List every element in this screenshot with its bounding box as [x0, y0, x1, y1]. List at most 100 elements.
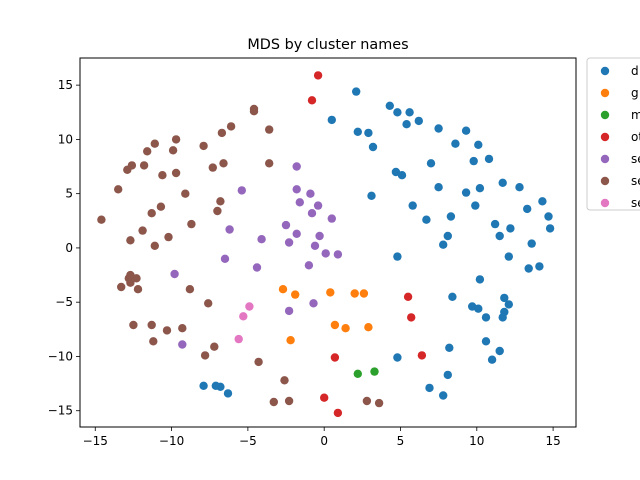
point-s0-17: [422, 215, 431, 224]
series-5: [97, 104, 384, 408]
point-s6-2: [234, 334, 243, 344]
point-s5-42: [149, 337, 158, 346]
point-s4-0: [292, 162, 301, 171]
point-s0-29: [484, 154, 494, 164]
point-s3-2: [403, 292, 413, 301]
point-s5-14: [219, 159, 228, 168]
point-s0-34: [504, 252, 513, 261]
point-s1-1: [291, 290, 300, 299]
point-s5-9: [143, 147, 152, 156]
point-s0-59: [393, 353, 402, 362]
point-s0-3: [364, 128, 373, 138]
x-tick-label: 5: [397, 434, 405, 448]
x-tick-label: 0: [320, 434, 328, 448]
point-s1-2: [326, 288, 335, 297]
point-s5-4: [265, 125, 274, 134]
point-s0-15: [434, 183, 443, 192]
point-s0-62: [211, 381, 220, 390]
point-s0-45: [504, 300, 513, 309]
point-s0-42: [524, 264, 533, 273]
legend-label-5: se: [631, 174, 640, 188]
y-tick-label: 15: [58, 78, 73, 92]
point-s5-38: [129, 320, 138, 330]
point-s0-12: [397, 171, 407, 180]
y-tick-label: −15: [48, 404, 73, 418]
point-s2-1: [370, 367, 379, 376]
point-s0-41: [535, 262, 544, 271]
y-tick-label: −5: [55, 295, 73, 309]
chart-title: MDS by cluster names: [247, 37, 408, 53]
point-s5-3: [217, 128, 227, 138]
legend-label-0: d: [631, 64, 639, 78]
point-s5-5: [199, 141, 208, 151]
point-s5-39: [147, 320, 156, 330]
point-s0-18: [446, 212, 456, 221]
y-tick-label: 0: [65, 241, 73, 255]
point-s0-16: [408, 201, 417, 210]
point-s5-1: [249, 107, 259, 116]
legend-frame: [586, 57, 640, 211]
point-s5-2: [226, 122, 236, 131]
point-s5-26: [138, 226, 147, 235]
point-s5-13: [208, 163, 217, 172]
point-s0-22: [451, 139, 460, 148]
point-s3-1: [307, 96, 317, 105]
point-s5-25: [97, 215, 106, 224]
legend-marker-6: [600, 198, 610, 208]
point-s6-0: [245, 302, 254, 311]
point-s4-20: [170, 269, 179, 279]
point-s5-24: [187, 219, 196, 229]
point-s0-2: [353, 127, 362, 136]
point-s5-49: [362, 396, 372, 406]
point-s0-53: [495, 346, 504, 356]
legend-marker-4: [600, 154, 610, 164]
x-tick-label: 10: [469, 434, 484, 448]
point-s5-27: [164, 232, 173, 242]
legend: dgm ot se se se: [586, 57, 640, 211]
series-1: [278, 285, 373, 345]
point-s3-3: [407, 313, 416, 322]
point-s0-60: [223, 389, 233, 398]
point-s4-9: [310, 241, 320, 250]
point-s5-47: [269, 397, 278, 407]
point-s0-36: [523, 204, 532, 214]
point-s4-8: [284, 238, 294, 247]
plot-frame: [79, 57, 577, 428]
point-s0-28: [475, 184, 485, 193]
point-s5-22: [147, 209, 156, 218]
point-s0-27: [474, 140, 483, 149]
point-s0-30: [490, 219, 500, 229]
point-s0-0: [352, 87, 361, 96]
point-s2-0: [353, 369, 362, 378]
point-s5-48: [284, 396, 294, 406]
point-s0-32: [498, 178, 507, 187]
series-3: [307, 71, 427, 418]
x-tick-label: −5: [239, 434, 257, 448]
point-s3-7: [333, 408, 343, 418]
point-s4-6: [281, 220, 291, 230]
point-s5-6: [171, 135, 181, 144]
point-s1-0: [278, 285, 288, 294]
series-4: [170, 162, 343, 349]
point-s0-7: [405, 108, 414, 117]
point-s6-1: [239, 312, 248, 321]
point-s0-26: [471, 201, 480, 210]
point-s0-51: [481, 313, 491, 322]
point-s5-32: [132, 274, 141, 283]
points-layer: [97, 71, 555, 418]
point-s4-13: [333, 250, 343, 259]
point-s4-2: [295, 198, 304, 207]
point-s4-15: [237, 186, 246, 195]
legend-label-3: ot: [631, 130, 640, 144]
x-tick-label: 15: [545, 434, 560, 448]
point-s5-33: [126, 278, 135, 287]
point-s0-63: [199, 381, 208, 390]
point-s0-52: [481, 337, 491, 346]
point-s1-7: [341, 324, 350, 333]
point-s4-22: [309, 299, 318, 308]
point-s4-10: [315, 231, 324, 241]
point-s0-57: [425, 383, 434, 393]
point-s5-12: [139, 161, 149, 170]
point-s0-44: [500, 293, 509, 303]
